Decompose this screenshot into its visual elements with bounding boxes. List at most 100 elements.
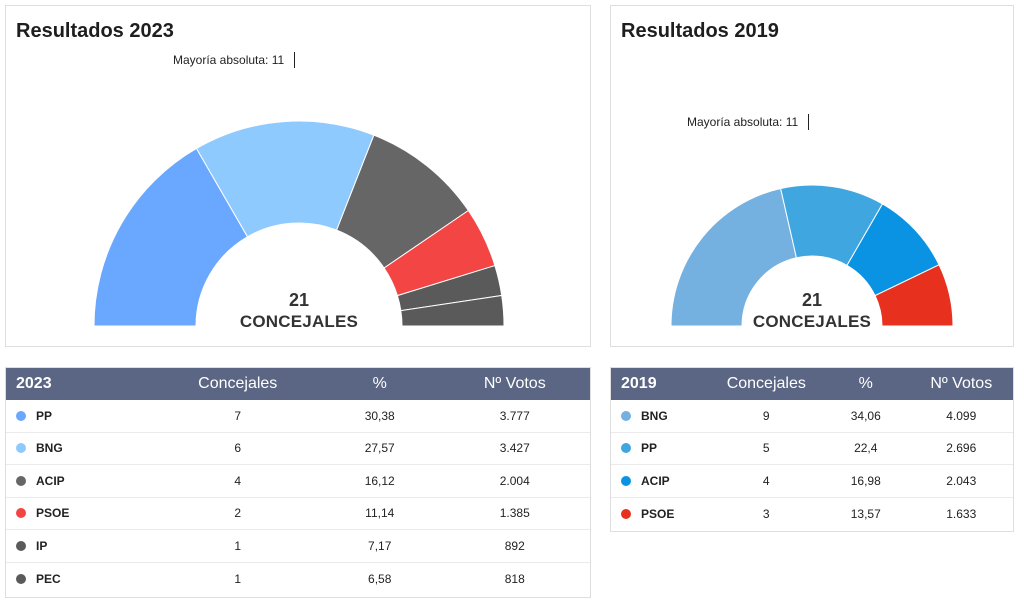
concejales-label-2019: CONCEJALES xyxy=(752,312,872,331)
header-pct: % xyxy=(858,375,873,392)
party-cell: PP xyxy=(6,409,156,423)
party-color-dot xyxy=(621,410,631,421)
seats-cell: 1 xyxy=(234,571,242,586)
seats-cell: 6 xyxy=(234,441,242,456)
votes-cell: 4.099 xyxy=(946,408,977,423)
pct-cell: 16,98 xyxy=(850,473,881,488)
votes-cell: 892 xyxy=(504,538,525,553)
party-name: BNG xyxy=(36,441,63,456)
party-name: BNG xyxy=(641,408,668,423)
table-row: IP 1 7,17 892 xyxy=(6,530,590,563)
table-row: BNG 6 27,57 3.427 xyxy=(6,433,590,465)
party-color-dot xyxy=(16,540,26,551)
party-name: PP xyxy=(36,408,53,423)
party-cell: ACIP xyxy=(611,474,711,488)
pct-cell: 30,38 xyxy=(364,408,395,423)
pct-cell: 16,12 xyxy=(364,473,395,488)
votes-cell: 1.385 xyxy=(499,506,530,521)
party-name: ACIP xyxy=(641,473,670,488)
seats-cell: 4 xyxy=(234,473,242,488)
party-name: ACIP xyxy=(36,473,65,488)
party-color-dot xyxy=(16,573,26,584)
total-seats-2023: 21 xyxy=(288,290,310,310)
slice-pp xyxy=(93,147,249,327)
table-header-2023: 2023 Concejales % Nº Votos xyxy=(6,368,590,400)
seats-cell: 2 xyxy=(234,506,242,521)
party-color-dot xyxy=(621,443,631,454)
votes-cell: 1.633 xyxy=(946,506,977,521)
pct-cell: 6,58 xyxy=(368,571,392,586)
header-seats: Concejales xyxy=(198,375,278,392)
majority-label-2019: Mayoría absoluta: 11 xyxy=(687,114,810,130)
party-color-dot xyxy=(16,443,26,454)
seats-cell: 1 xyxy=(234,538,242,553)
party-name: PEC xyxy=(36,571,61,586)
table-row: PSOE 2 11,14 1.385 xyxy=(6,498,590,530)
results-table-2019: 2019 Concejales % Nº Votos BNG 9 34,06 4.09… xyxy=(610,367,1014,532)
table-row: PP 5 22,4 2.696 xyxy=(611,433,1013,465)
total-seats-2019: 21 xyxy=(801,290,823,310)
table-row: PP 7 30,38 3.777 xyxy=(6,400,590,433)
party-name: PP xyxy=(641,441,658,456)
pct-cell: 22,4 xyxy=(854,441,878,456)
seats-cell: 7 xyxy=(234,408,242,423)
table-header-2019: 2019 Concejales % Nº Votos xyxy=(611,368,1013,400)
center-label-2019: 21 CONCEJALES xyxy=(753,290,871,332)
header-seats: Concejales xyxy=(726,375,806,392)
seats-cell: 3 xyxy=(762,506,770,521)
party-color-dot xyxy=(16,508,26,519)
party-cell: BNG xyxy=(6,441,156,455)
pct-cell: 27,57 xyxy=(364,441,395,456)
header-year: 2023 xyxy=(16,375,52,392)
party-cell: PSOE xyxy=(611,507,711,521)
table-body-2019: BNG 9 34,06 4.099 PP 5 22,4 2.696 ACIP 4 16,98 2.04… xyxy=(611,400,1013,530)
seats-cell: 4 xyxy=(762,473,770,488)
chart-card-2023: Resultados 2023 Mayoría absoluta: 11 21 … xyxy=(5,5,591,347)
chart-title-2023: Resultados 2023 xyxy=(16,20,174,42)
concejales-label-2023: CONCEJALES xyxy=(239,312,359,331)
seats-cell: 5 xyxy=(762,441,770,456)
slice-psoe xyxy=(874,264,954,327)
header-votes: Nº Votos xyxy=(930,375,993,392)
party-name: IP xyxy=(36,538,48,553)
table-row: PSOE 3 13,57 1.633 xyxy=(611,498,1013,531)
table-row: PEC 1 6,58 818 xyxy=(6,563,590,596)
pct-cell: 11,14 xyxy=(365,506,395,521)
slice-bng xyxy=(670,187,798,327)
votes-cell: 3.427 xyxy=(499,441,530,456)
parliament-chart-2023 xyxy=(93,120,505,327)
header-year: 2019 xyxy=(621,375,657,392)
party-color-dot xyxy=(621,508,631,519)
parliament-chart-2019 xyxy=(670,184,954,327)
party-cell: IP xyxy=(6,539,156,553)
table-body-2023: PP 7 30,38 3.777 BNG 6 27,57 3.427 ACIP 4 16,12 2.0… xyxy=(6,400,590,595)
header-votes: Nº Votos xyxy=(483,375,546,392)
party-cell: PP xyxy=(611,441,711,455)
votes-cell: 818 xyxy=(504,571,525,586)
votes-cell: 2.696 xyxy=(946,441,977,456)
slice-bng xyxy=(195,120,375,238)
chart-title-2019: Resultados 2019 xyxy=(621,20,779,42)
party-name: PSOE xyxy=(36,506,70,521)
center-label-2023: 21 CONCEJALES xyxy=(240,290,358,332)
seats-cell: 9 xyxy=(762,408,770,423)
table-row: BNG 9 34,06 4.099 xyxy=(611,400,1013,433)
party-cell: PSOE xyxy=(6,506,156,520)
votes-cell: 3.777 xyxy=(499,408,530,423)
party-color-dot xyxy=(16,475,26,486)
pct-cell: 13,57 xyxy=(850,506,881,521)
party-cell: ACIP xyxy=(6,474,156,488)
votes-cell: 2.004 xyxy=(499,473,530,488)
results-table-2023: 2023 Concejales % Nº Votos PP 7 30,38 3.777… xyxy=(5,367,591,598)
party-color-dot xyxy=(621,475,631,486)
pct-cell: 7,17 xyxy=(368,538,392,553)
majority-label-2023: Mayoría absoluta: 11 xyxy=(173,52,296,68)
party-name: PSOE xyxy=(641,506,675,521)
party-cell: BNG xyxy=(611,409,711,423)
pct-cell: 34,06 xyxy=(850,408,881,423)
table-row: ACIP 4 16,12 2.004 xyxy=(6,465,590,498)
table-row: ACIP 4 16,98 2.043 xyxy=(611,465,1013,498)
party-color-dot xyxy=(16,410,26,421)
party-cell: PEC xyxy=(6,572,156,586)
header-pct: % xyxy=(372,375,387,392)
